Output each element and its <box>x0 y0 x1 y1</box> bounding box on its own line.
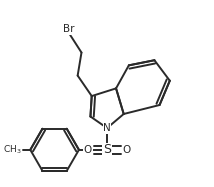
Text: Br: Br <box>63 24 74 34</box>
Text: O: O <box>122 145 130 155</box>
Text: N: N <box>103 123 111 133</box>
Text: CH$_3$: CH$_3$ <box>3 144 22 156</box>
Text: O: O <box>84 145 92 155</box>
Text: S: S <box>103 143 111 156</box>
